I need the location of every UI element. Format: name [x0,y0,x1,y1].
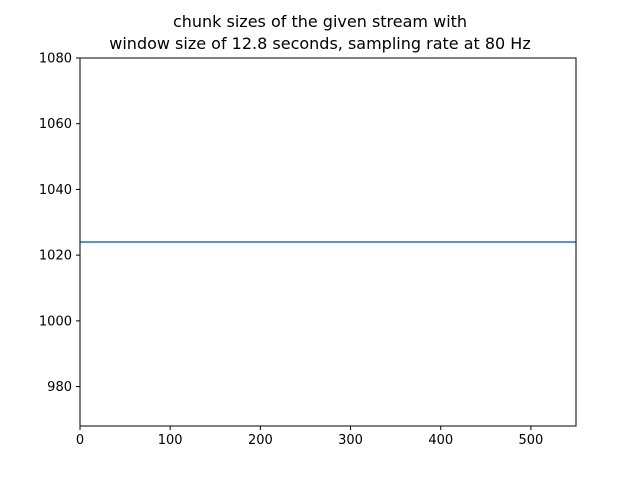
x-tick-label: 100 [158,433,183,448]
y-tick-label: 980 [47,380,72,395]
x-tick-label: 0 [76,433,84,448]
y-tick-label: 1060 [39,117,72,132]
x-tick-label: 500 [518,433,543,448]
chart-title-line-2: window size of 12.8 seconds, sampling ra… [109,34,531,53]
x-tick-label: 200 [248,433,273,448]
y-tick-label: 1020 [39,249,72,264]
x-tick-label: 300 [338,433,363,448]
chart-title-line-1: chunk sizes of the given stream with [172,12,468,31]
x-tick-label: 400 [428,433,453,448]
axes-layer: 0 100 200 300 400 500 980 1000 1020 1040 1060 1080 [39,52,577,448]
y-tick-label: 1000 [39,314,72,329]
y-tick-label: 1040 [39,183,72,198]
axes-frame [79,57,577,427]
y-tick-label: 1080 [39,52,72,67]
